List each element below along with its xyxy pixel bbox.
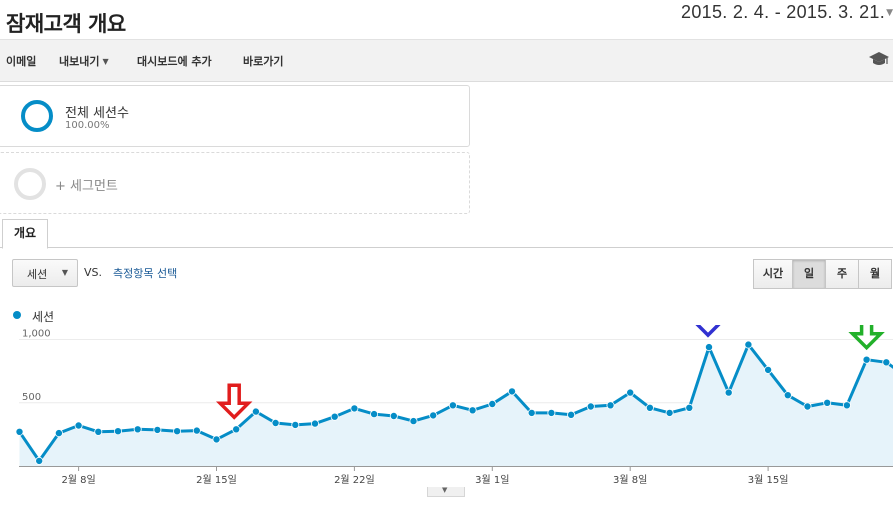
data-point-20 — [409, 417, 418, 426]
data-point-13 — [271, 419, 280, 428]
series-legend-label: 세션 — [32, 310, 55, 324]
tab-divider — [0, 247, 893, 248]
data-point-2 — [54, 429, 63, 438]
data-point-41 — [823, 398, 832, 407]
data-point-19 — [389, 412, 398, 421]
data-point-27 — [547, 408, 556, 417]
data-point-18 — [370, 410, 379, 419]
data-point-42 — [842, 401, 851, 410]
blue-down-arrow-icon — [695, 325, 721, 338]
report-toolbar: 이메일 내보내기 ▼ 대시보드에 추가 바로가기 — [0, 39, 893, 82]
series-line — [18, 343, 893, 463]
add-segment-label: + 세그먼트 — [55, 179, 118, 194]
date-range-picker[interactable]: 2015. 2. 4. - 2015. 3. 21. — [681, 2, 885, 22]
data-point-15 — [310, 419, 319, 428]
data-point-36 — [724, 388, 733, 397]
chart-collapse-handle[interactable]: ▼ — [427, 486, 465, 497]
data-point-44 — [882, 358, 891, 367]
data-point-17 — [350, 404, 359, 413]
chevron-down-icon: ▼ — [61, 268, 68, 277]
granularity-week-button[interactable]: 주 — [825, 259, 859, 289]
data-point-3 — [74, 421, 83, 430]
data-point-8 — [173, 427, 182, 436]
graduation-cap-icon[interactable] — [869, 50, 889, 68]
segment-ring-icon — [14, 168, 46, 200]
email-button[interactable]: 이메일 — [6, 55, 37, 68]
x-tick-label-5: 3월 15일 — [748, 474, 789, 486]
select-metric-link[interactable]: 측정항목 선택 — [113, 267, 178, 280]
green-down-arrow-icon — [848, 325, 885, 351]
data-point-43 — [862, 355, 871, 364]
export-button[interactable]: 내보내기 ▼ — [59, 53, 109, 69]
tab-overview[interactable]: 개요 — [2, 219, 48, 249]
data-point-37 — [744, 340, 753, 349]
x-tick-label-3: 3월 1일 — [475, 474, 509, 486]
data-point-12 — [251, 407, 260, 416]
segment-ring-icon — [21, 100, 53, 132]
data-point-1 — [35, 456, 44, 465]
data-point-31 — [626, 388, 635, 397]
data-point-30 — [606, 401, 615, 410]
data-point-22 — [448, 401, 457, 410]
data-point-28 — [567, 410, 576, 419]
granularity-month-button[interactable]: 월 — [858, 259, 892, 289]
data-point-5 — [114, 427, 123, 436]
data-point-14 — [291, 420, 300, 429]
x-tick-label-2: 2월 22일 — [334, 474, 375, 486]
add-segment-box[interactable]: + 세그먼트 — [0, 152, 470, 214]
segment-name: 전체 세션수 — [65, 106, 129, 121]
data-point-6 — [133, 425, 142, 434]
series-legend-swatch — [13, 311, 21, 319]
data-point-7 — [153, 425, 162, 434]
data-point-21 — [429, 411, 438, 420]
red-down-arrow-icon — [215, 383, 253, 420]
data-point-39 — [783, 391, 792, 400]
y-tick-label-500: 500 — [22, 392, 41, 403]
export-label: 내보내기 — [59, 55, 100, 68]
data-point-24 — [488, 400, 497, 409]
segment-percent: 100.00% — [65, 120, 110, 131]
data-point-29 — [586, 402, 595, 411]
chevron-down-icon[interactable]: ▼ — [886, 8, 893, 18]
data-point-25 — [507, 387, 516, 396]
x-tick-label-1: 2월 15일 — [196, 474, 237, 486]
x-tick-label-4: 3월 8일 — [613, 474, 647, 486]
chevron-down-icon: ▼ — [442, 486, 448, 494]
data-point-10 — [212, 435, 221, 444]
granularity-toggle: 시간 일 주 월 — [753, 259, 892, 289]
data-point-35 — [705, 343, 714, 352]
data-point-4 — [94, 427, 103, 436]
chevron-down-icon: ▼ — [102, 57, 109, 66]
data-point-11 — [232, 425, 241, 434]
data-point-0 — [15, 427, 24, 436]
metric-select[interactable]: 세션 ▼ — [12, 259, 78, 287]
page-title: 잠재고객 개요 — [6, 12, 126, 36]
granularity-day-button[interactable]: 일 — [792, 259, 826, 289]
shortcut-button[interactable]: 바로가기 — [243, 55, 284, 68]
series-area — [19, 344, 893, 466]
data-point-23 — [468, 406, 477, 415]
data-point-9 — [192, 426, 201, 435]
data-point-26 — [527, 408, 536, 417]
sessions-chart: 1,000 500 2월 8일 2월 15일 2월 22일 3월 1일 3월 8일 3월 15… — [15, 325, 893, 486]
add-to-dashboard-button[interactable]: 대시보드에 추가 — [137, 55, 212, 68]
x-tick-label-0: 2월 8일 — [61, 474, 95, 486]
data-point-34 — [685, 403, 694, 412]
data-point-32 — [645, 403, 654, 412]
data-point-38 — [764, 365, 773, 374]
granularity-hour-button[interactable]: 시간 — [753, 259, 793, 289]
data-point-16 — [330, 412, 339, 421]
y-tick-label-1000: 1,000 — [22, 329, 51, 340]
vs-label: VS. — [84, 266, 103, 279]
data-point-33 — [665, 408, 674, 417]
data-point-40 — [803, 402, 812, 411]
segment-all-sessions[interactable]: 전체 세션수 100.00% — [0, 85, 470, 147]
metric-select-label: 세션 — [27, 268, 48, 281]
